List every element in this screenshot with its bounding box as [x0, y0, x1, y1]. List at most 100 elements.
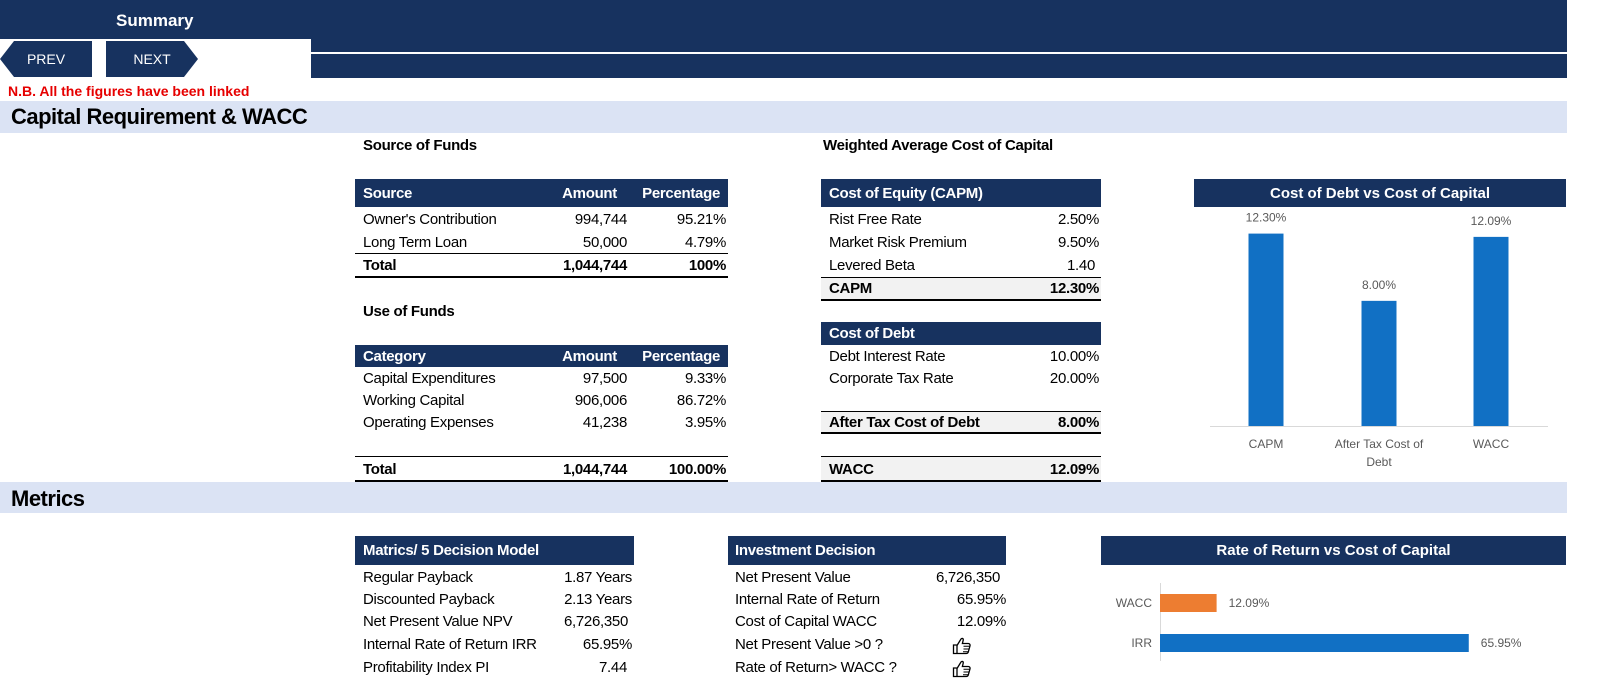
table-row-label: Working Capital — [363, 392, 465, 409]
metric-label: Regular Payback — [363, 569, 473, 586]
table-row-label: Operating Expenses — [363, 414, 494, 431]
after-tax-bottom-border — [821, 432, 1101, 434]
summary-header-bar — [0, 0, 1567, 39]
capm-value: 12.30% — [1049, 280, 1099, 297]
metric-value: 1.87 Years — [564, 569, 632, 586]
capm-label: CAPM — [829, 280, 872, 297]
header-lower-bar — [311, 39, 1567, 78]
metric-value: 2.13 Years — [564, 591, 632, 608]
capm-top-border — [821, 277, 1101, 278]
metric-label: Internal Rate of Return IRR — [363, 636, 537, 653]
data-label: 12.09% — [1471, 214, 1512, 228]
data-label: 12.09% — [1229, 596, 1270, 610]
decision-value: 12.09% — [956, 613, 1006, 630]
metrics-section-band — [0, 482, 1567, 513]
category-col-header: Category — [363, 348, 426, 365]
table-row-amount: 41,238 — [582, 414, 627, 431]
capm-bottom-border — [821, 299, 1101, 301]
capital-section-title: Capital Requirement & WACC — [11, 104, 308, 129]
wacc-value: 12.09% — [1049, 461, 1099, 478]
use-of-funds-title: Use of Funds — [363, 303, 455, 320]
after-tax-row-bg — [821, 411, 1101, 433]
amount-col-header: Amount — [562, 185, 617, 202]
table-row-value: 2.50% — [1057, 211, 1099, 228]
cost-of-equity-header — [821, 179, 1101, 207]
decision-label: Net Present Value — [735, 569, 851, 586]
category-label: WACC — [1473, 437, 1510, 451]
total-amount: 1,044,744 — [562, 461, 627, 478]
metrics-model-header — [355, 536, 634, 565]
prev-button[interactable]: PREV — [0, 41, 92, 77]
category-label: CAPM — [1249, 437, 1284, 451]
table-row-percentage: 86.72% — [676, 392, 726, 409]
rate-of-return-chart-title: Rate of Return vs Cost of Capital — [1216, 542, 1451, 559]
page-title: Summary — [116, 11, 194, 30]
table-row-label: Capital Expenditures — [363, 370, 496, 387]
decision-label: Internal Rate of Return — [735, 591, 880, 608]
wacc-top-border — [821, 456, 1101, 457]
bar — [1160, 634, 1469, 652]
table-row-amount: 97,500 — [582, 370, 627, 387]
cost-of-equity-title: Cost of Equity (CAPM) — [829, 185, 983, 202]
table-row-label: Debt Interest Rate — [829, 348, 946, 365]
thumbs-up-icon — [952, 660, 971, 678]
data-label: 65.95% — [1481, 636, 1522, 650]
table-row-percentage: 9.33% — [684, 370, 726, 387]
metric-label: Profitability Index PI — [363, 659, 489, 676]
amount-col-header: Amount — [562, 348, 617, 365]
next-button[interactable]: NEXT — [106, 41, 198, 77]
total-bottom-border — [355, 276, 728, 278]
cost-of-debt-header — [821, 322, 1101, 345]
rate-of-return-vs-capital-chart: WACC 12.09% IRR 65.95% — [1116, 583, 1522, 661]
percentage-col-header: Percentage — [642, 348, 720, 365]
after-tax-top-border — [821, 411, 1101, 412]
decision-label: Cost of Capital WACC — [735, 613, 877, 630]
wacc-bottom-border — [821, 480, 1101, 482]
thumbs-up-icon — [952, 637, 971, 655]
table-row-value: 10.00% — [1049, 348, 1099, 365]
decision-value: 6,726,350 — [935, 569, 1000, 586]
metric-value: 6,726,350 — [563, 613, 628, 630]
percentage-col-header: Percentage — [642, 185, 720, 202]
decision-check-label: Rate of Return> WACC ? — [735, 659, 897, 676]
table-row-percentage: 3.95% — [684, 414, 726, 431]
cost-of-debt-title: Cost of Debt — [829, 325, 915, 342]
decision-check-label: Net Present Value >0 ? — [735, 636, 883, 653]
rate-of-return-chart-header — [1101, 536, 1566, 565]
after-tax-label: After Tax Cost of Debt — [829, 414, 980, 431]
decision-value: 65.95% — [956, 591, 1006, 608]
table-row-amount: 906,006 — [574, 392, 627, 409]
capital-section-band — [0, 101, 1567, 133]
table-row-label: Market Risk Premium — [829, 234, 967, 251]
table-row-value: 20.00% — [1049, 370, 1099, 387]
cost-of-debt-chart-header — [1194, 179, 1566, 207]
table-row-percentage: 95.21% — [676, 211, 726, 228]
metric-value: 7.44 — [599, 659, 627, 676]
total-top-border — [355, 253, 728, 254]
category-label: After Tax Cost of — [1335, 437, 1424, 451]
bar — [1361, 300, 1397, 426]
source-col-header: Source — [363, 185, 413, 202]
table-row-percentage: 4.79% — [684, 234, 726, 251]
cost-of-debt-chart-title: Cost of Debt vs Cost of Capital — [1269, 185, 1490, 202]
cost-of-debt-vs-capital-chart: 12.30% CAPM 8.00% After Tax Cost of Debt 12.0… — [1210, 211, 1548, 469]
investment-decision-title: Investment Decision — [735, 542, 876, 559]
wacc-row-bg — [821, 456, 1101, 480]
wacc-title: Weighted Average Cost of Capital — [823, 137, 1053, 154]
metrics-section-title: Metrics — [11, 486, 85, 511]
source-of-funds-title: Source of Funds — [363, 137, 477, 154]
source-of-funds-header — [355, 179, 728, 207]
total-label: Total — [363, 461, 397, 478]
table-row-label: Owner's Contribution — [363, 211, 497, 228]
table-row-label: Rist Free Rate — [829, 211, 922, 228]
total-top-border — [355, 456, 728, 457]
total-bottom-border — [355, 480, 728, 482]
table-row-amount: 994,744 — [574, 211, 627, 228]
linked-note: N.B. All the figures have been linked — [8, 83, 250, 99]
header-divider — [311, 52, 1567, 54]
capm-row-bg — [821, 277, 1101, 299]
table-row-label: Corporate Tax Rate — [829, 370, 954, 387]
investment-decision-header — [728, 536, 1006, 565]
category-label: WACC — [1116, 596, 1153, 610]
table-row-label: Long Term Loan — [363, 234, 467, 251]
